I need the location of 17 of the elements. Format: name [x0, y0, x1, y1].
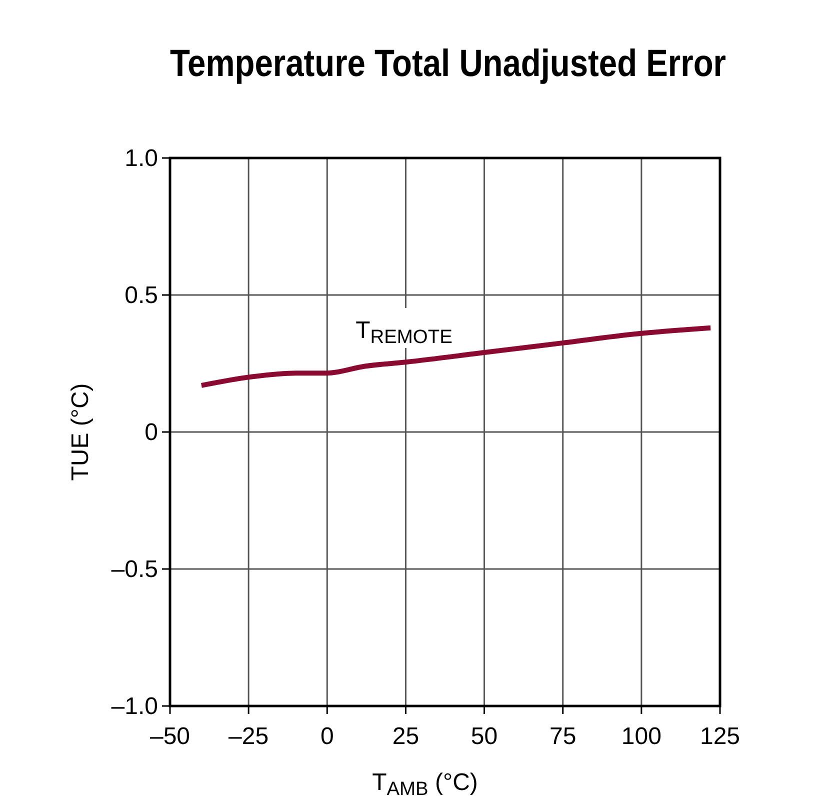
annotation: T$_{REMOTE}$	[356, 317, 452, 348]
y-axis-title: TUE (°C)	[67, 383, 94, 481]
x-tick-label: 50	[470, 723, 498, 750]
x-tick-label: –50	[150, 723, 190, 750]
x-tick-label: 25	[392, 723, 420, 750]
y-tick-label: –0.5	[111, 556, 158, 583]
x-axis-title: T$_{AMB}$ (°C)	[372, 769, 478, 800]
x-tick-label: 100	[621, 723, 662, 750]
x-tick-label: 0	[320, 723, 334, 750]
y-tick-label: 0.5	[124, 282, 158, 309]
x-tick-label: 75	[550, 723, 576, 750]
chart-title: Temperature Total Unadjusted Error	[170, 42, 726, 85]
x-tick-label: 125	[700, 723, 740, 750]
y-tick-label: 0	[144, 419, 158, 446]
x-tick-label: –25	[228, 723, 269, 750]
y-tick-label: 1.0	[124, 145, 158, 172]
y-tick-label: –1.0	[111, 693, 158, 720]
